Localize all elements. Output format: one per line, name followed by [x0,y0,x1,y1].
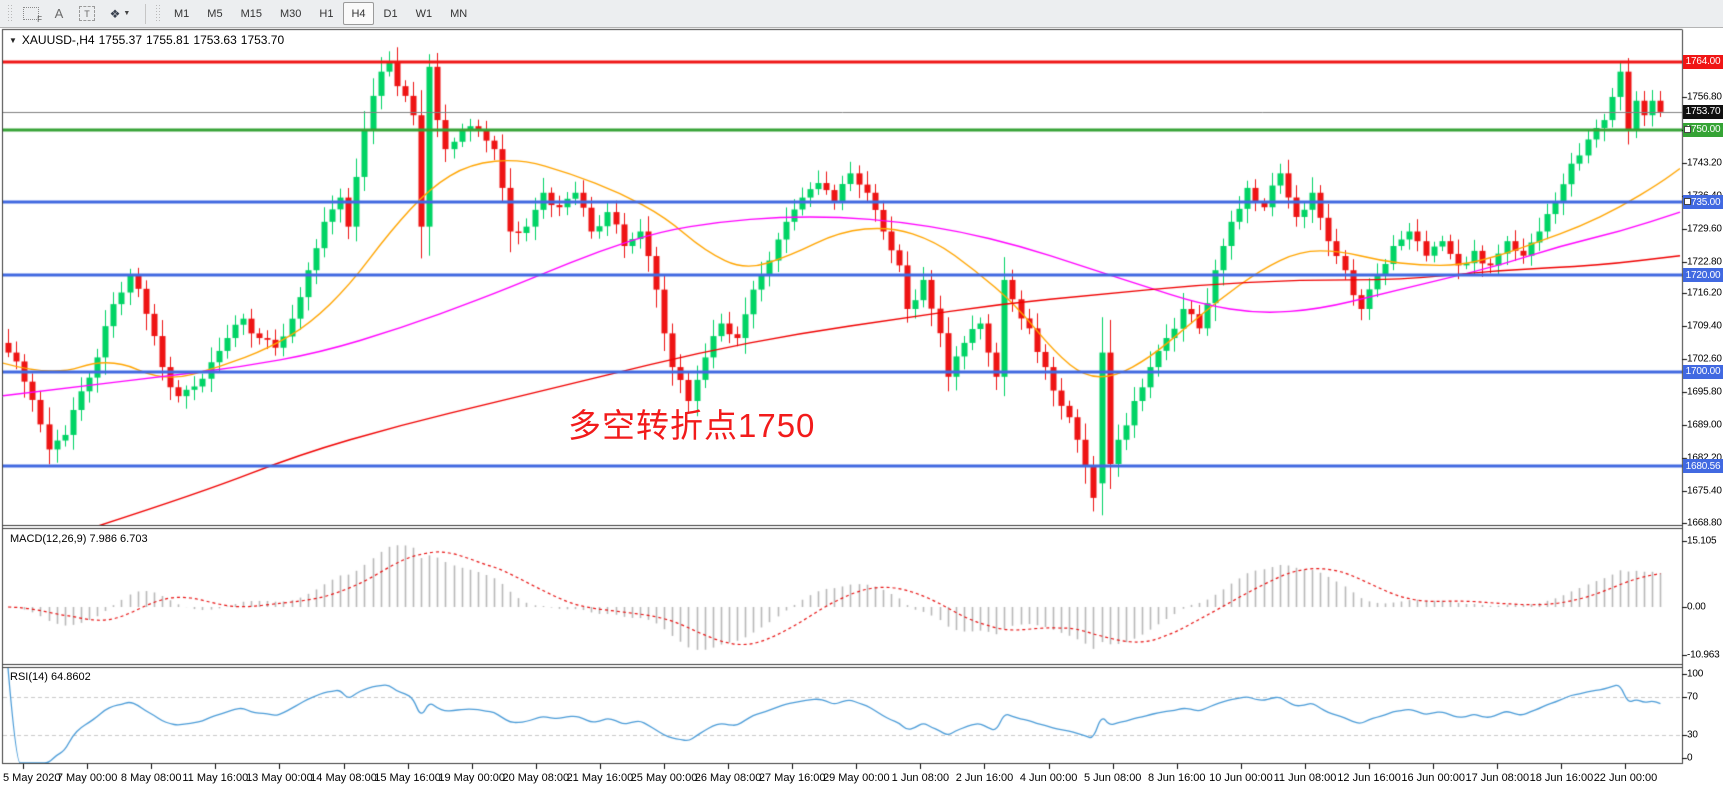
arrows-icon: ❖ [109,6,121,21]
dropdown-caret-icon: ▼ [123,10,131,17]
macd-scale-label: 15.105 [1687,535,1717,547]
rsi-scale-label: 70 [1687,691,1698,702]
time-axis-label: 11 May 16:00 [182,772,249,784]
chart-annotation-text[interactable]: 多空转折点1750 [568,407,816,444]
time-axis-label: 7 May 00:00 [56,772,118,784]
price-tag-value: 1700.00 [1685,366,1721,378]
time-axis-label: 15 May 16:00 [374,772,441,784]
price-tick-label: 1722.80 [1687,256,1722,268]
textbox-icon: T [79,6,95,21]
time-axis-label: 10 Jun 00:00 [1209,772,1273,784]
price-tag-value: 1680.56 [1685,460,1721,472]
tool-button-text-label[interactable]: A [46,2,72,26]
time-axis-label: 8 May 08:00 [120,772,182,784]
time-axis-label: 26 May 08:00 [694,772,762,784]
timeframe-button-M1[interactable]: M1 [174,7,190,20]
price-tag-1680.56: 1680.56 [1683,459,1723,474]
time-axis-label: 22 Jun 00:00 [1593,772,1658,784]
price-tag-value: 1735.00 [1685,196,1721,208]
ohlc-low: 1753.63 [193,33,237,47]
price-tag-1700.00: 1700.00 [1683,364,1723,379]
toolbar-separator [145,3,146,24]
price-tag-1720.00: 1720.00 [1683,268,1723,283]
price-tag-1753.70: 1753.70 [1683,104,1723,119]
symbol-dropdown-icon[interactable]: ▼ [9,35,17,45]
timeframe-button-M5[interactable]: M5 [207,7,223,20]
timeframe-toolbar: M1 M5 M15 M30 H1 H4 D1 W1 MN [165,2,476,25]
macd-scale-label: 0.00 [1687,601,1706,613]
text-label-icon: A [54,6,64,21]
tool-button-f-frame[interactable]: F [18,2,44,26]
time-axis-label: 12 Jun 16:00 [1337,772,1401,784]
timeframe-button-H1[interactable]: H1 [319,7,334,20]
time-axis-label: 27 May 16:00 [758,772,826,784]
price-tick-label: 1695.80 [1687,386,1722,398]
tool-button-textbox[interactable]: T [74,2,100,26]
timeframe-button-M30[interactable]: M30 [279,7,302,20]
price-tick-label: 1682.20 [1687,453,1722,464]
rsi-scale-label: 0 [1687,752,1693,764]
symbol-name: XAUUSD-,H4 [21,33,95,47]
price-tick-label: 1743.20 [1687,157,1722,169]
price-tag-value: 1720.00 [1685,269,1721,281]
time-axis-label: 1 Jun 08:00 [891,772,950,784]
price-tag-value: 1753.70 [1685,106,1721,118]
timeframe-button-W1[interactable]: W1 [415,7,433,20]
time-axis-label: 8 Jun 16:00 [1148,772,1206,784]
time-axis-label: 11 Jun 08:00 [1273,772,1337,784]
tool-button-arrows[interactable]: ❖ ▼ [102,2,138,26]
rsi-scale-label: 30 [1687,729,1698,740]
price-tick-label: 1756.80 [1687,91,1722,103]
timeframe-drag-handle[interactable] [156,4,161,23]
time-axis-label: 20 May 08:00 [502,772,570,784]
timeframe-button-D1[interactable]: D1 [383,7,398,20]
line-anchor-icon [1684,125,1691,133]
price-tag-value: 1750.00 [1685,124,1721,136]
line-anchor-icon [1684,198,1691,206]
price-tick-label: 1716.20 [1687,287,1722,299]
chart-title: ▼ XAUUSD-,H4 1755.37 1755.81 1753.63 175… [9,33,288,47]
time-axis-label: 21 May 16:00 [566,772,634,784]
price-tag-1750.00: 1750.00 [1683,122,1723,137]
price-tag-value: 1764.00 [1685,56,1721,68]
toolbar-drag-handle[interactable] [8,4,13,23]
timeframe-button-M15[interactable]: M15 [240,7,262,20]
timeframe-button-MN[interactable]: MN [450,7,468,20]
time-axis-label: 14 May 08:00 [310,772,377,784]
ohlc-high: 1755.81 [146,33,190,47]
macd-scale-label: -10.963 [1687,649,1720,661]
time-axis-label: 16 Jun 00:00 [1401,772,1465,784]
time-axis-label: 13 May 00:00 [246,772,313,784]
time-axis-label: 2 Jun 16:00 [955,772,1014,784]
price-tick-label: 1729.60 [1687,223,1722,235]
f-frame-icon: F [23,7,42,24]
price-tick-label: 1668.80 [1687,517,1722,529]
price-tick-label: 1709.40 [1687,320,1722,332]
main-price-pane[interactable] [3,30,1682,525]
time-axis-label: 25 May 00:00 [630,772,698,784]
time-axis-label: 5 May 2020 [3,772,61,784]
time-axis-label: 17 Jun 08:00 [1465,772,1530,784]
price-tick-label: 1675.40 [1687,485,1722,497]
price-tick-label: 1689.00 [1687,419,1722,431]
macd-pane[interactable] [3,529,1682,664]
time-axis-label: 4 Jun 00:00 [1019,772,1078,784]
price-tag-1764.00: 1764.00 [1683,54,1723,69]
ohlc-close: 1753.70 [240,33,285,47]
price-tick-label: 1702.60 [1687,353,1722,365]
timeframe-button-H4[interactable]: H4 [343,2,374,25]
price-tag-1735.00: 1735.00 [1683,195,1723,210]
time-axis-label: 19 May 00:00 [438,772,506,784]
time-axis-label: 5 Jun 08:00 [1083,772,1142,784]
rsi-scale-label: 100 [1687,668,1704,680]
rsi-pane[interactable] [3,668,1682,763]
time-axis-label: 29 May 00:00 [822,772,890,784]
rsi-label: RSI(14) 64.8602 [10,671,91,683]
macd-label: MACD(12,26,9) 7.986 6.703 [10,533,148,545]
time-axis-label: 18 Jun 16:00 [1529,772,1594,784]
ohlc-open: 1755.37 [98,33,142,47]
toolbar: F A T ❖ ▼ M1 M5 M15 M30 H1 H4 D1 W1 MN [0,0,1723,28]
